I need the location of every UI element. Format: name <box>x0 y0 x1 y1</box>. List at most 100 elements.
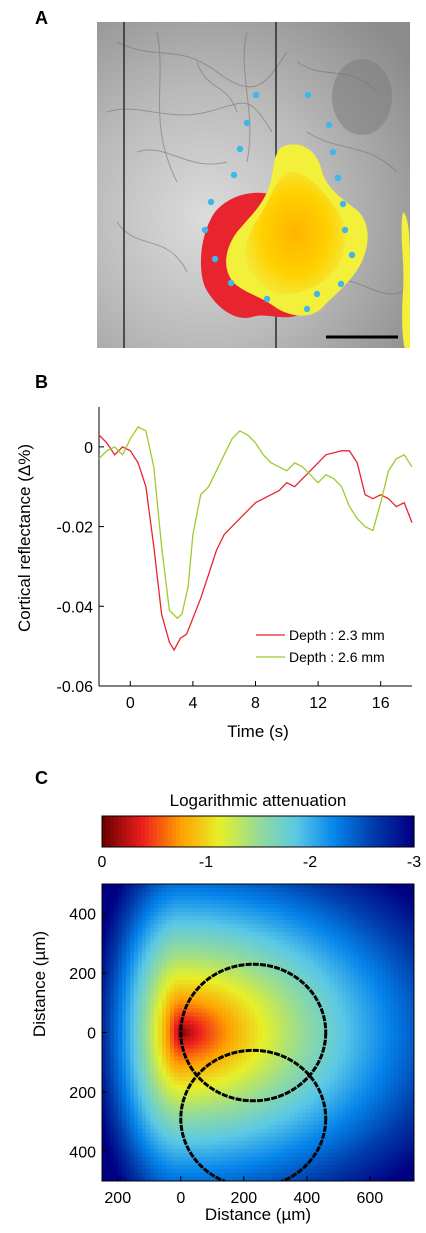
heatmap-cell <box>314 1088 319 1094</box>
heatmap-cell <box>294 972 299 977</box>
heatmap-cell <box>178 952 183 957</box>
heatmap-cell <box>290 948 295 953</box>
heatmap-cell <box>286 992 291 997</box>
heatmap-cell <box>238 980 243 985</box>
heatmap-cell <box>150 924 155 929</box>
heatmap-cell <box>270 1116 275 1122</box>
heatmap-cell <box>354 1076 359 1082</box>
heatmap-cell <box>374 1036 379 1042</box>
heatmap-cell <box>334 1088 339 1094</box>
heatmap-cell <box>190 1100 195 1106</box>
heatmap-cell <box>250 912 255 917</box>
heatmap-cell <box>158 984 163 989</box>
heatmap-cell <box>290 984 295 989</box>
heatmap-cell <box>218 1060 223 1066</box>
heatmap-cell <box>214 1008 219 1013</box>
heatmap-cell <box>298 912 303 917</box>
heatmap-cell <box>358 1064 363 1070</box>
heatmap-cell <box>290 1120 295 1126</box>
heatmap-cell <box>254 1052 259 1058</box>
heatmap-cell <box>250 1104 255 1110</box>
heatmap-cell <box>390 1036 395 1042</box>
heatmap-cell <box>110 1104 115 1110</box>
heatmap-cell <box>126 1020 131 1025</box>
heatmap-cell <box>102 944 107 949</box>
b-series-line <box>98 426 413 620</box>
heatmap-cell <box>162 968 167 973</box>
heatmap-cell <box>102 1112 107 1118</box>
heatmap-cell <box>110 912 115 917</box>
heatmap-cell <box>398 1012 403 1017</box>
heatmap-cell <box>386 1024 391 1029</box>
colorbar-cell <box>297 816 302 847</box>
heatmap-cell <box>102 980 107 985</box>
colorbar-cell <box>289 816 294 847</box>
heatmap-cell <box>210 884 215 889</box>
heatmap-cell <box>190 1028 195 1033</box>
heatmap-cell <box>178 1000 183 1005</box>
heatmap-cell <box>162 1052 167 1058</box>
heatmap-cell <box>394 968 399 973</box>
heatmap-cell <box>358 1036 363 1042</box>
heatmap-cell <box>134 992 139 997</box>
heatmap-cell <box>398 884 403 889</box>
heatmap-cell <box>342 1044 347 1050</box>
heatmap-cell <box>354 960 359 965</box>
heatmap-cell <box>334 888 339 893</box>
heatmap-cell <box>386 916 391 921</box>
heatmap-cell <box>370 944 375 949</box>
colorbar-cell <box>164 816 169 847</box>
colorbar-cell <box>367 816 372 847</box>
heatmap-cell <box>170 1108 175 1114</box>
heatmap-cell <box>166 976 171 981</box>
heatmap-cell <box>302 1044 307 1050</box>
heatmap-cell <box>322 1036 327 1042</box>
colorbar-cell <box>152 816 158 847</box>
heatmap-cell <box>162 948 167 953</box>
heatmap-cell <box>406 1012 411 1017</box>
heatmap-cell <box>226 1040 231 1046</box>
heatmap-cell <box>358 1120 363 1126</box>
heatmap-cell <box>350 1060 355 1066</box>
heatmap-cell <box>162 1000 167 1005</box>
heatmap-cell <box>202 972 207 977</box>
heatmap-cell <box>398 1076 403 1082</box>
heatmap-cell <box>254 1044 259 1050</box>
heatmap-cell <box>118 1108 123 1114</box>
heatmap-cell <box>134 1132 139 1138</box>
heatmap-cell <box>274 888 279 893</box>
heatmap-cell <box>246 908 251 913</box>
heatmap-cell <box>366 1044 371 1050</box>
heatmap-cell <box>226 1060 231 1066</box>
heatmap-cell <box>258 1040 263 1046</box>
heatmap-cell <box>234 992 239 997</box>
heatmap-cell <box>106 1016 111 1021</box>
heatmap-cell <box>194 996 199 1001</box>
heatmap-cell <box>126 1084 131 1090</box>
heatmap-cell <box>362 1032 367 1038</box>
heatmap-cell <box>386 888 391 893</box>
heatmap-cell <box>222 980 227 985</box>
heatmap-cell <box>278 960 283 965</box>
heatmap-cell <box>238 1032 243 1038</box>
heatmap-cell <box>278 928 283 933</box>
heatmap-cell <box>190 1088 195 1094</box>
heatmap-cell <box>390 936 395 941</box>
heatmap-cell <box>310 1092 315 1098</box>
heatmap-cell <box>178 920 183 925</box>
heatmap-cell <box>402 1008 407 1013</box>
heatmap-cell <box>186 1016 191 1021</box>
heatmap-cell <box>342 916 347 921</box>
heatmap-cell <box>210 944 215 949</box>
heatmap-cell <box>154 1028 159 1033</box>
heatmap-cell <box>338 1040 343 1046</box>
heatmap-cell <box>146 932 151 937</box>
heatmap-cell <box>218 1048 223 1054</box>
heatmap-cell <box>366 1016 371 1021</box>
heatmap-cell <box>126 920 131 925</box>
heatmap-cell <box>306 1012 311 1017</box>
heatmap-cell <box>270 908 275 913</box>
heatmap-cell <box>178 968 183 973</box>
heatmap-cell <box>170 896 175 901</box>
heatmap-cell <box>266 1088 271 1094</box>
